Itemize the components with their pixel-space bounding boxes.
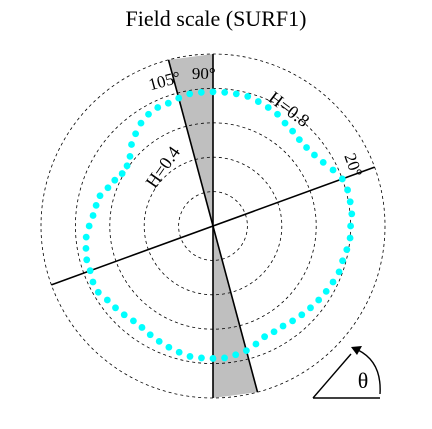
- data-point: [104, 184, 112, 192]
- data-point: [307, 304, 314, 312]
- data-point: [244, 93, 252, 100]
- data-point: [83, 256, 91, 264]
- data-point: [154, 104, 162, 111]
- data-point: [221, 88, 229, 96]
- data-point: [82, 245, 90, 252]
- data-point: [138, 324, 146, 331]
- data-point: [111, 176, 119, 184]
- data-point: [86, 267, 94, 275]
- data-point: [128, 141, 135, 148]
- data-point: [264, 104, 272, 111]
- radial-grid-circle: [109, 122, 317, 330]
- data-point: [96, 192, 104, 200]
- data-point: [129, 317, 137, 325]
- data-point: [82, 233, 90, 241]
- reference-line-105: [167, 59, 259, 393]
- radial-label-0: H=0.4: [142, 143, 185, 192]
- data-point: [186, 353, 194, 360]
- data-point: [279, 322, 287, 330]
- data-point: [103, 296, 111, 304]
- data-point: [232, 351, 240, 359]
- data-point: [221, 354, 228, 362]
- data-point: [295, 136, 303, 144]
- data-point: [126, 152, 134, 160]
- data-point: [175, 348, 183, 356]
- data-point: [311, 151, 318, 159]
- data-point: [165, 343, 173, 351]
- data-point: [329, 166, 337, 174]
- data-point: [232, 90, 240, 98]
- data-point: [344, 186, 351, 194]
- data-point: [85, 222, 93, 230]
- data-point: [254, 98, 262, 105]
- data-point: [347, 222, 354, 230]
- data-point: [137, 119, 145, 127]
- data-point: [209, 355, 217, 362]
- data-point: [346, 234, 354, 242]
- data-point: [145, 110, 152, 118]
- data-point: [338, 175, 346, 183]
- chart-title: Field scale (SURF1): [125, 6, 307, 31]
- data-point: [146, 331, 154, 339]
- radial-grid-circle: [178, 191, 248, 261]
- data-point: [198, 354, 205, 362]
- data-point: [155, 337, 163, 345]
- reference-line-label-20: 20°: [340, 151, 366, 180]
- data-point: [92, 201, 100, 209]
- angle-glyph-arc: [357, 349, 381, 395]
- reference-line-label-90: 90°: [192, 64, 216, 83]
- data-point: [335, 268, 343, 276]
- radial-label-1: H=0.8: [265, 87, 313, 130]
- data-point: [112, 304, 119, 312]
- angle-glyph-arrowhead: [351, 346, 362, 355]
- data-point: [197, 88, 205, 96]
- data-point: [118, 170, 126, 177]
- data-point: [281, 119, 289, 127]
- data-point: [209, 88, 217, 96]
- data-point: [322, 287, 330, 295]
- data-point: [339, 257, 346, 265]
- data-point: [289, 317, 297, 325]
- data-point: [303, 144, 310, 151]
- data-point: [89, 278, 97, 286]
- data-point: [242, 347, 250, 355]
- data-point: [315, 296, 323, 304]
- angle-symbol: θ: [358, 368, 369, 393]
- data-point: [348, 210, 356, 218]
- data-point: [343, 246, 351, 253]
- data-point: [186, 90, 194, 98]
- data-point: [319, 158, 327, 166]
- data-point: [123, 162, 131, 170]
- data-point: [94, 288, 102, 296]
- radial-grid-circle: [143, 156, 283, 296]
- data-point: [298, 311, 306, 319]
- data-point: [132, 130, 140, 138]
- data-point: [175, 94, 183, 102]
- data-point: [164, 99, 172, 107]
- data-point: [252, 340, 260, 348]
- data-point: [120, 311, 128, 319]
- data-point: [270, 328, 278, 336]
- angle-glyph-ray: [312, 353, 352, 399]
- data-point: [289, 127, 297, 135]
- data-point: [274, 110, 281, 118]
- data-point: [261, 333, 269, 341]
- data-point: [329, 278, 337, 286]
- data-point: [346, 198, 354, 206]
- data-point: [89, 212, 97, 219]
